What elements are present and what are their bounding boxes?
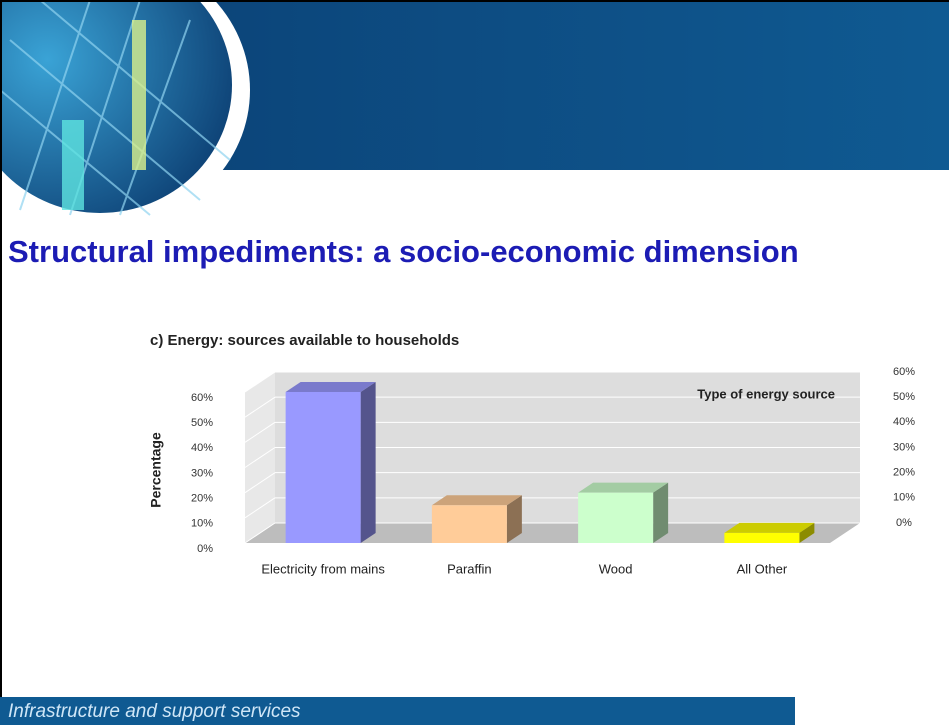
border: [0, 0, 949, 2]
y-tick-label: 50%: [191, 417, 213, 429]
bar-side: [360, 382, 376, 543]
orb: [0, 0, 232, 213]
bar: [285, 392, 361, 543]
x-tick-label: Paraffin: [447, 561, 492, 576]
bar-top: [431, 495, 522, 506]
bar-top: [578, 482, 669, 493]
bar-top: [285, 382, 376, 392]
y2-tick-label: 0%: [896, 517, 912, 529]
grid-line: [244, 497, 276, 519]
y-axis-label: Percentage: [148, 432, 164, 508]
slide-title: Structural impediments: a socio-economic…: [8, 234, 799, 269]
x-tick-label: Electricity from mains: [261, 561, 385, 576]
y2-tick-label: 40%: [893, 416, 915, 428]
y-tick-label: 10%: [191, 518, 213, 530]
bar-side: [506, 495, 522, 543]
bar-top: [724, 522, 815, 533]
bar: [578, 492, 654, 543]
x-tick-label: All Other: [737, 561, 788, 576]
bar: [724, 532, 800, 543]
grid-line: [244, 447, 276, 468]
border: [0, 0, 2, 725]
orb-bar: [132, 20, 146, 170]
y-tick-label: 40%: [191, 442, 213, 454]
y2-tick-label: 30%: [893, 441, 915, 453]
y-tick-label: 60%: [191, 392, 213, 404]
y2-tick-label: 60%: [893, 366, 915, 378]
footer: Infrastructure and support services: [8, 701, 301, 722]
bar-side: [799, 522, 815, 543]
floor: [245, 523, 860, 543]
bar-side: [653, 482, 669, 543]
bar: [431, 505, 507, 543]
grid-line: [244, 421, 276, 443]
grid-line: [244, 396, 276, 418]
y-tick-label: 0%: [197, 543, 213, 555]
x-tick-label: Wood: [599, 561, 633, 576]
grid-line: [244, 522, 276, 544]
y2-tick-label: 10%: [893, 492, 915, 504]
y2-tick-label: 50%: [893, 391, 915, 403]
chart-title: c) Energy: sources available to househol…: [150, 332, 459, 349]
grid-line: [244, 472, 276, 494]
y-tick-label: 20%: [191, 493, 213, 505]
footer-band: [0, 697, 795, 725]
y-tick-label: 30%: [191, 467, 213, 479]
grid-line: [244, 371, 276, 393]
y2-tick-label: 20%: [893, 467, 915, 479]
orb-grid: [0, 0, 231, 216]
orb-bar: [62, 120, 84, 210]
annotation: Type of energy source: [697, 386, 835, 401]
